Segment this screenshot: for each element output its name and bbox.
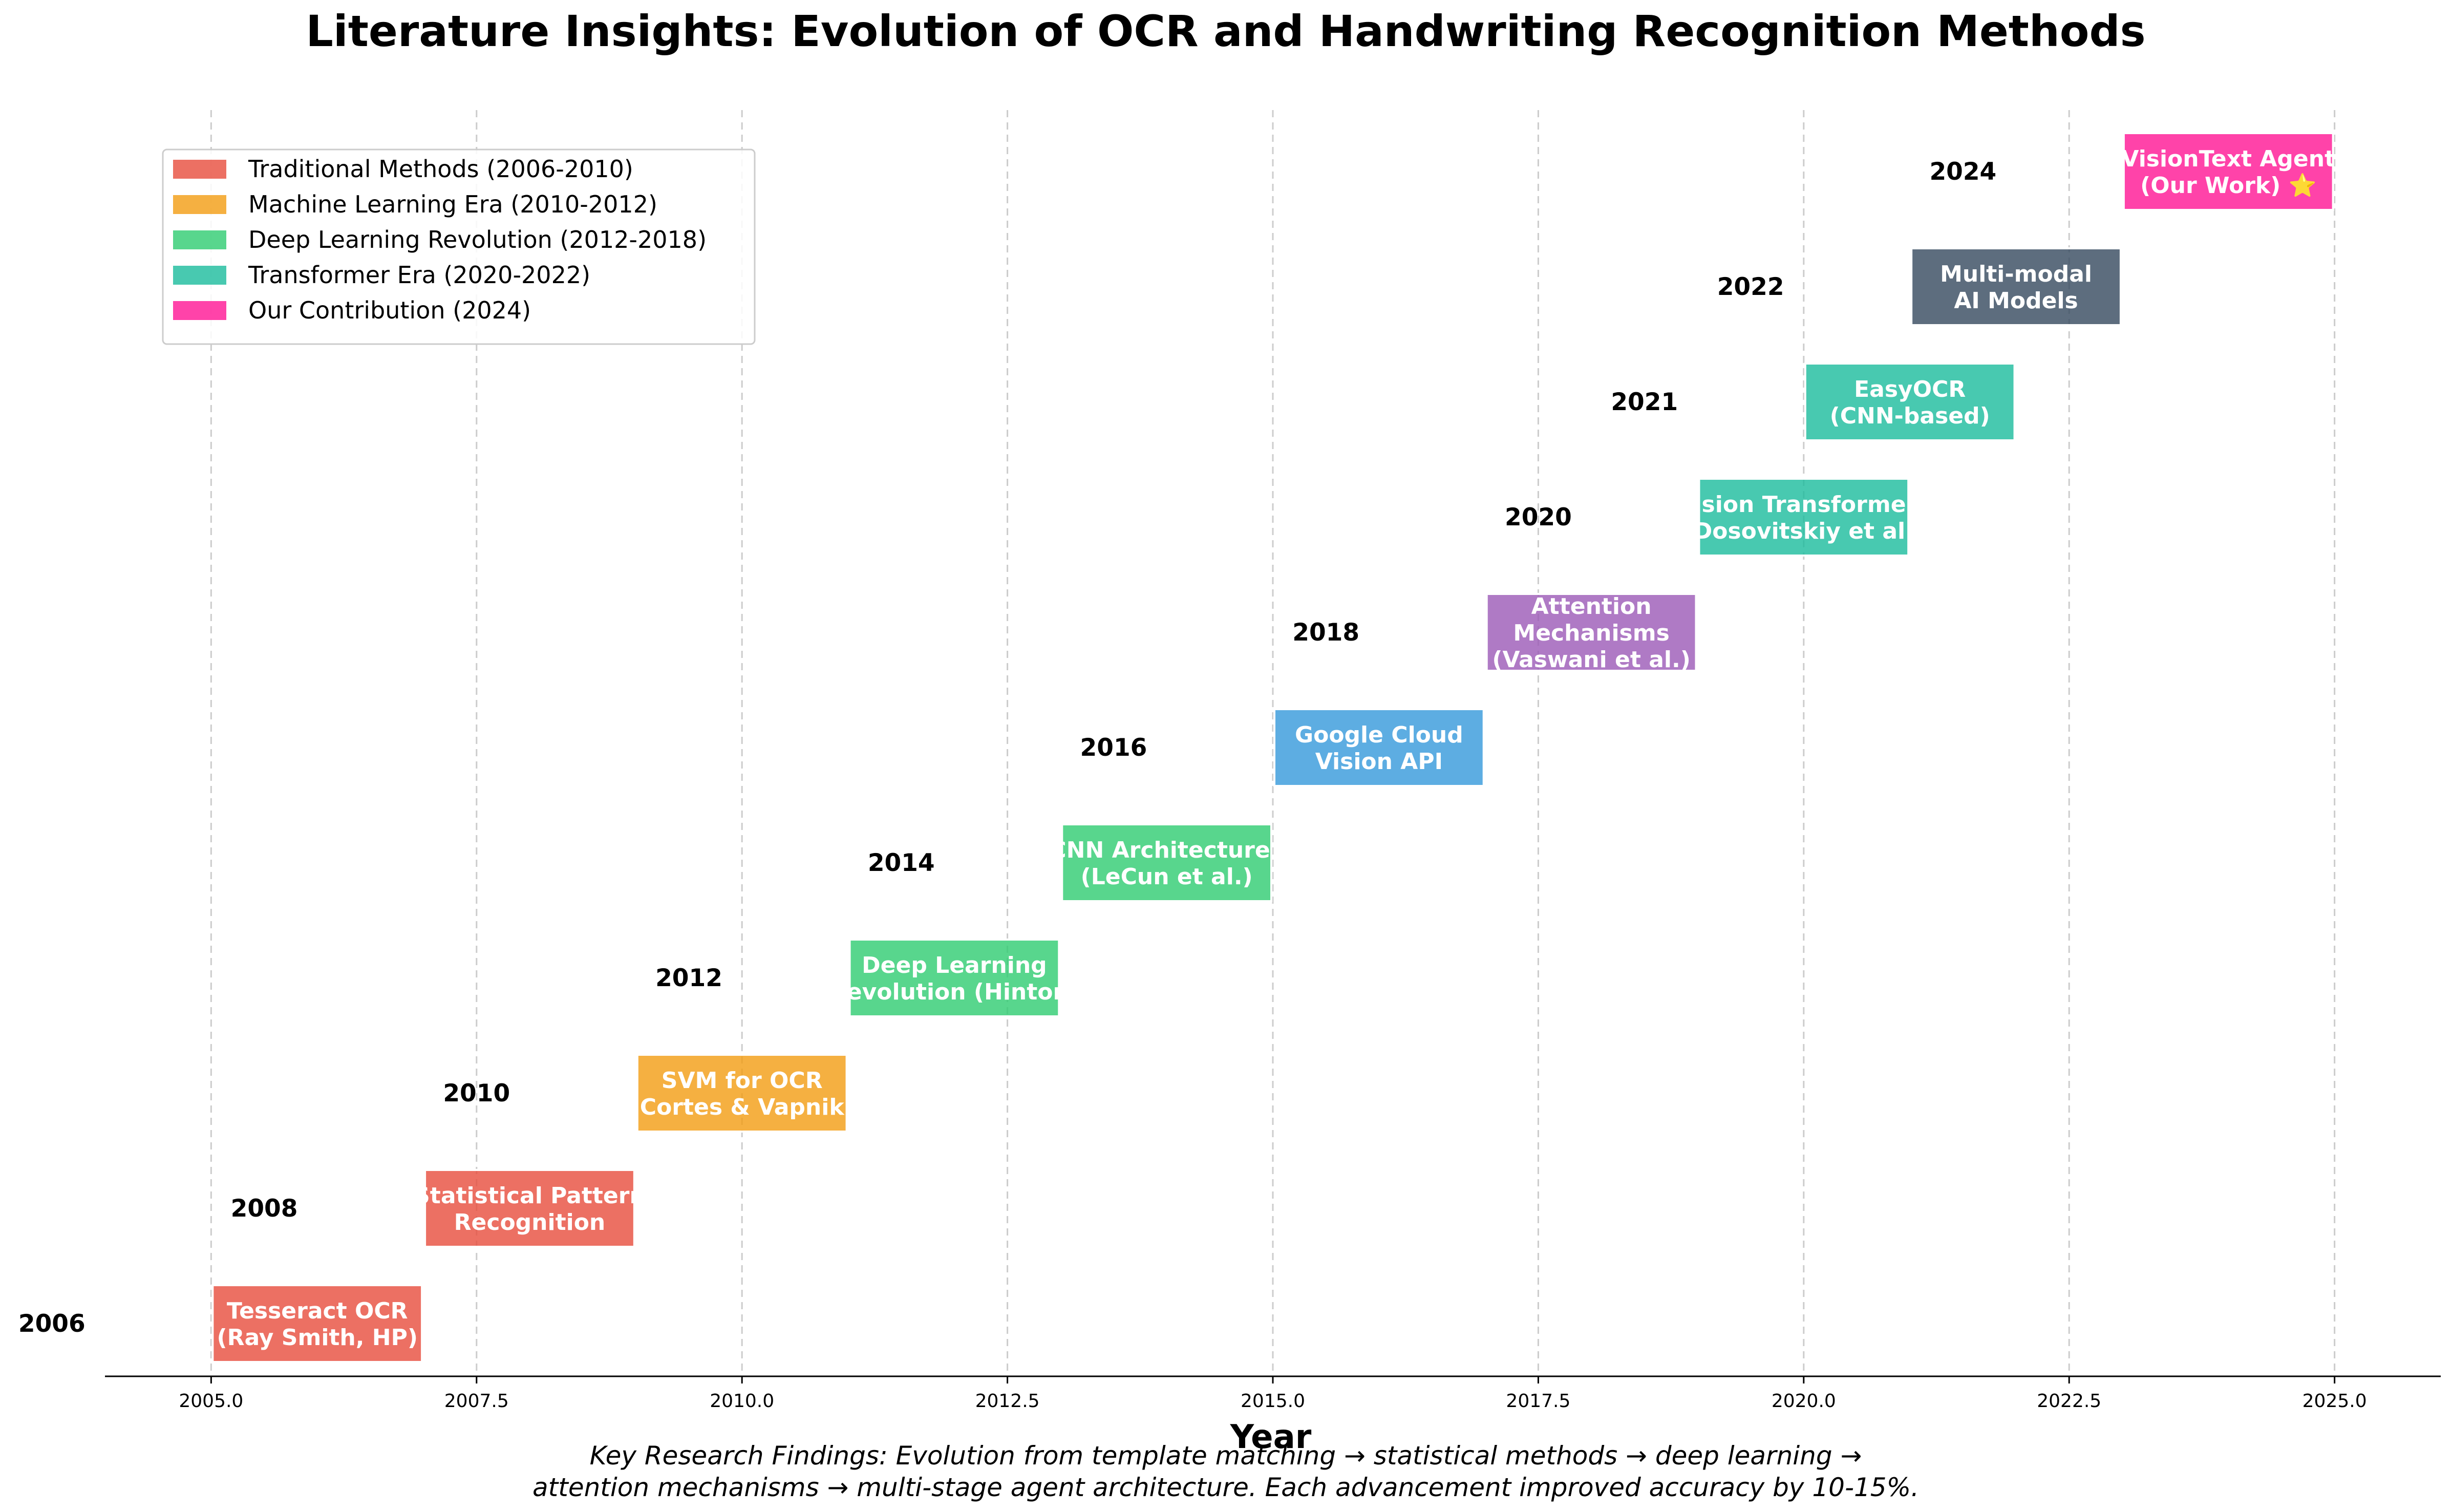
event-box xyxy=(2122,132,2334,211)
event-year-label: 2020 xyxy=(1505,503,1572,531)
legend-swatch xyxy=(173,195,226,214)
event-label: (Cortes & Vapnik) xyxy=(630,1094,855,1120)
legend-swatch xyxy=(173,230,226,249)
x-tick-label: 2017.5 xyxy=(1506,1391,1570,1412)
event-box xyxy=(1485,593,1697,672)
event-year-label: 2006 xyxy=(18,1310,86,1338)
chart-title: Literature Insights: Evolution of OCR an… xyxy=(306,6,2145,56)
event-label: Multi-modal xyxy=(1940,261,2092,287)
timeline-event: CNN Architectures(LeCun et al.) 2014 xyxy=(868,823,1284,902)
event-label: AI Models xyxy=(1954,288,2078,314)
event-label: Attention xyxy=(1531,593,1652,620)
event-label: Revolution (Hinton) xyxy=(829,979,1079,1005)
event-box xyxy=(1273,708,1485,787)
timeline-event: SVM for OCR(Cortes & Vapnik) 2010 xyxy=(443,1054,855,1133)
event-label: Mechanisms xyxy=(1513,620,1669,646)
event-box xyxy=(1698,478,1910,557)
event-box xyxy=(211,1284,423,1363)
caption-line-1: Key Research Findings: Evolution from te… xyxy=(590,1441,1862,1471)
events-layer: Tesseract OCR(Ray Smith, HP) 2006 Statisti… xyxy=(18,132,2335,1363)
event-label: (Vaswani et al.) xyxy=(1492,647,1691,673)
event-label: (CNN-based) xyxy=(1830,403,1990,429)
timeline-event: Vision Transformers(Dosovitskiy et al.) 2… xyxy=(1505,478,1930,557)
legend-swatch xyxy=(173,301,226,320)
event-label: Statistical Pattern xyxy=(414,1183,646,1209)
event-label: CNN Architectures xyxy=(1050,837,1284,863)
event-box xyxy=(1804,363,2016,441)
event-box xyxy=(848,939,1060,1017)
x-axis-label: Year xyxy=(1230,1418,1312,1456)
event-label: Vision API xyxy=(1315,749,1443,775)
caption: Key Research Findings: Evolution from te… xyxy=(532,1441,1919,1502)
event-label: (Our Work) ⭐ xyxy=(2140,173,2316,199)
event-label: Vision Transformers xyxy=(1677,492,1930,518)
legend-label: Traditional Methods (2006-2010) xyxy=(248,155,633,183)
event-year-label: 2014 xyxy=(868,849,935,877)
legend-label: Transformer Era (2020-2022) xyxy=(248,261,590,289)
timeline-event: VisionText Agent(Our Work) ⭐ 2024 xyxy=(1929,132,2335,211)
legend-frame xyxy=(162,148,756,345)
event-year-label: 2024 xyxy=(1929,158,1996,186)
event-year-label: 2008 xyxy=(231,1195,298,1223)
event-label: EasyOCR xyxy=(1854,376,1966,402)
event-box xyxy=(636,1054,848,1133)
event-year-label: 2021 xyxy=(1611,388,1678,416)
event-label: Tesseract OCR xyxy=(227,1298,408,1324)
event-box xyxy=(424,1169,635,1248)
event-label: SVM for OCR xyxy=(662,1068,823,1094)
event-year-label: 2018 xyxy=(1292,619,1359,647)
x-tick-label: 2010.0 xyxy=(710,1391,774,1412)
timeline-event: Tesseract OCR(Ray Smith, HP) 2006 xyxy=(18,1284,423,1363)
x-tick-label: 2022.5 xyxy=(2037,1391,2101,1412)
x-tick-label: 2007.5 xyxy=(444,1391,509,1412)
timeline-event: EasyOCR(CNN-based) 2021 xyxy=(1611,363,2016,441)
legend-swatch xyxy=(173,160,226,179)
caption-line-2: attention mechanisms → multi-stage agent… xyxy=(532,1473,1919,1502)
ticks-layer: 2005.0 2007.5 2010.0 2012.5 2015.0 2017.5 2020… xyxy=(179,1376,2367,1412)
event-label: VisionText Agent xyxy=(2121,146,2335,172)
event-box xyxy=(1061,823,1272,902)
legend: Traditional Methods (2006-2010) Machine L… xyxy=(162,148,756,345)
event-year-label: 2022 xyxy=(1717,273,1784,301)
x-tick-label: 2020.0 xyxy=(1772,1391,1836,1412)
event-label: (Dosovitskiy et al.) xyxy=(1683,518,1924,544)
legend-label: Our Contribution (2024) xyxy=(248,296,531,324)
event-label: (Ray Smith, HP) xyxy=(217,1325,418,1351)
event-label: Recognition xyxy=(454,1209,606,1236)
event-year-label: 2016 xyxy=(1080,734,1147,762)
event-year-label: 2012 xyxy=(655,964,722,992)
event-box xyxy=(1910,247,2122,326)
legend-swatch xyxy=(173,266,226,285)
legend-label: Machine Learning Era (2010-2012) xyxy=(248,190,657,218)
x-tick-label: 2015.0 xyxy=(1241,1391,1305,1412)
event-label: Google Cloud xyxy=(1295,722,1463,748)
legend-label: Deep Learning Revolution (2012-2018) xyxy=(248,226,707,253)
x-tick-label: 2025.0 xyxy=(2302,1391,2367,1412)
event-year-label: 2010 xyxy=(443,1079,510,1108)
x-tick-label: 2005.0 xyxy=(179,1391,243,1412)
x-tick-label: 2012.5 xyxy=(975,1391,1040,1412)
event-label: Deep Learning xyxy=(862,952,1047,978)
event-label: (LeCun et al.) xyxy=(1081,864,1253,890)
